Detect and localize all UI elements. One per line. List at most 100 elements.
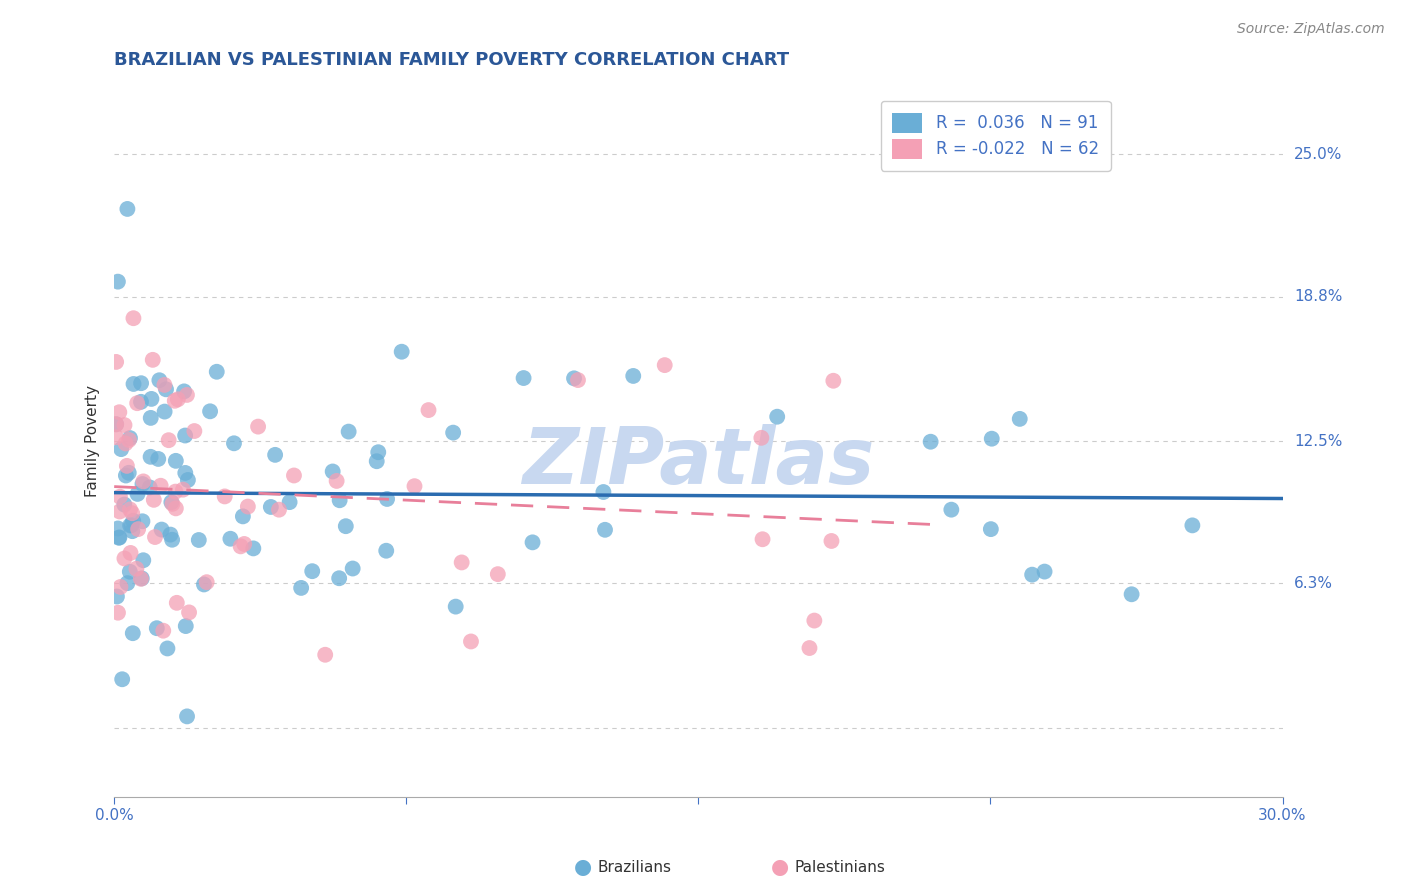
Point (131, 477, 153, 491)
Point (980, 522, 1002, 536)
Point (593, 523, 616, 537)
Point (165, 454, 187, 468)
Y-axis label: Family Poverty: Family Poverty (86, 385, 100, 497)
Point (183, 424, 205, 438)
Point (803, 614, 825, 628)
Point (366, 454, 388, 468)
Point (108, 531, 131, 545)
Point (920, 434, 942, 449)
Point (173, 384, 195, 399)
Point (111, 672, 134, 686)
Point (118, 466, 141, 480)
Point (301, 564, 323, 578)
Point (418, 403, 440, 417)
Point (592, 485, 614, 500)
Point (107, 275, 129, 289)
Point (157, 433, 180, 447)
Point (325, 474, 347, 488)
Legend: R =  0.036   N = 91, R = -0.022   N = 62: R = 0.036 N = 91, R = -0.022 N = 62 (880, 101, 1111, 170)
Point (132, 475, 155, 489)
Point (149, 479, 172, 493)
Point (156, 641, 179, 656)
Point (105, 355, 128, 369)
Point (127, 487, 149, 501)
Point (229, 540, 252, 554)
Point (444, 599, 467, 614)
Point (162, 497, 184, 511)
Point (823, 374, 845, 388)
Point (654, 358, 676, 372)
Point (166, 392, 188, 407)
Point (233, 537, 256, 551)
Point (174, 428, 197, 442)
Point (1021, 567, 1043, 582)
Text: Brazilians: Brazilians (598, 860, 672, 874)
Text: 18.8%: 18.8% (1294, 289, 1343, 304)
Point (129, 394, 152, 409)
Point (143, 530, 166, 544)
Point (112, 551, 135, 566)
Point (115, 468, 138, 483)
Point (441, 425, 464, 440)
Text: BRAZILIAN VS PALESTINIAN FAMILY POVERTY CORRELATION CHART: BRAZILIAN VS PALESTINIAN FAMILY POVERTY … (114, 51, 789, 69)
Point (118, 433, 141, 447)
Point (214, 490, 236, 504)
Point (131, 514, 153, 528)
Point (391, 344, 413, 359)
Point (152, 624, 174, 638)
Point (219, 532, 242, 546)
Point (163, 393, 186, 408)
Point (159, 527, 181, 541)
Point (118, 502, 141, 516)
Point (193, 577, 215, 591)
Point (120, 546, 142, 560)
Point (766, 409, 789, 424)
Point (322, 465, 344, 479)
Point (148, 451, 170, 466)
Point (283, 468, 305, 483)
Point (132, 553, 155, 567)
Point (141, 392, 163, 406)
Point (108, 504, 131, 518)
Point (105, 590, 128, 604)
Point (148, 373, 170, 387)
Point (751, 533, 773, 547)
Point (114, 436, 136, 450)
Point (264, 448, 287, 462)
Point (122, 376, 145, 391)
Point (165, 501, 187, 516)
Point (751, 431, 773, 445)
Point (174, 466, 197, 480)
Point (146, 621, 169, 635)
Point (205, 365, 228, 379)
Point (460, 634, 482, 648)
Point (131, 571, 153, 585)
Point (105, 430, 128, 444)
Point (139, 450, 162, 464)
Point (121, 524, 143, 538)
Point (121, 506, 143, 520)
Point (242, 541, 264, 556)
Point (160, 533, 183, 547)
Point (120, 518, 142, 533)
Point (125, 562, 148, 576)
Point (236, 500, 259, 514)
Text: ●: ● (575, 857, 592, 877)
Point (278, 495, 301, 509)
Point (150, 523, 173, 537)
Point (155, 382, 177, 396)
Point (110, 580, 132, 594)
Point (172, 483, 194, 497)
Point (222, 436, 245, 450)
Point (127, 522, 149, 536)
Point (107, 606, 129, 620)
Point (121, 626, 143, 640)
Point (247, 419, 270, 434)
Point (127, 396, 149, 410)
Point (142, 352, 165, 367)
Point (799, 640, 821, 655)
Point (153, 378, 176, 392)
Point (290, 581, 312, 595)
Point (117, 576, 139, 591)
Text: 6.3%: 6.3% (1294, 576, 1333, 591)
